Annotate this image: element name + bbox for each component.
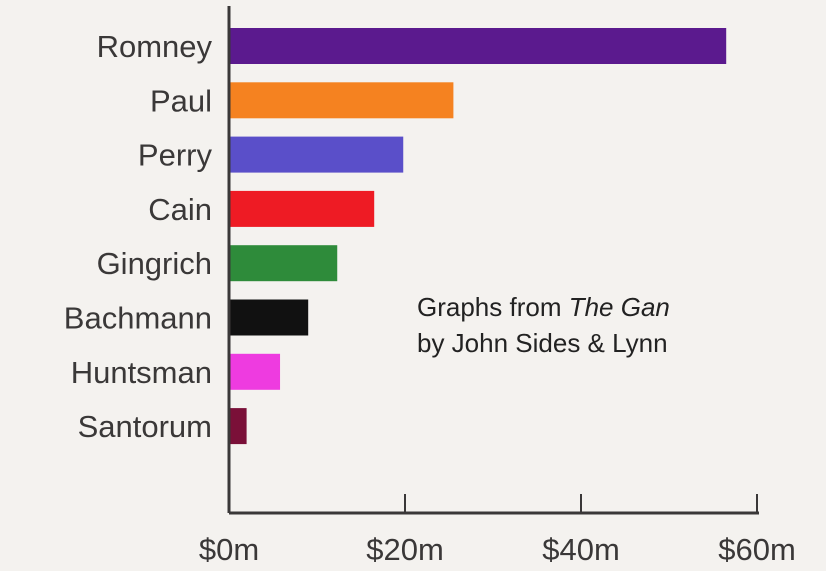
- category-labels: Romney Paul Perry Cain Gingrich Bachmann Hunts…: [64, 29, 213, 444]
- category-label-romney: Romney: [97, 29, 213, 64]
- x-tick-label: $60m: [718, 532, 796, 567]
- bar-perry: [229, 136, 404, 173]
- bar-gingrich: [229, 245, 338, 282]
- bar-romney: [229, 28, 727, 64]
- bar-huntsman: [229, 353, 281, 390]
- bar-santorum: [229, 408, 247, 445]
- category-label-cain: Cain: [148, 192, 212, 227]
- annotation-prefix: Graphs from: [417, 292, 569, 322]
- category-label-bachmann: Bachmann: [64, 301, 212, 336]
- category-label-perry: Perry: [138, 138, 213, 173]
- annotation-line-2: by John Sides & Lynn: [417, 328, 668, 358]
- bars: [229, 28, 727, 445]
- x-ticks: $0m $20m $40m $60m: [199, 494, 796, 567]
- bar-bachmann: [229, 299, 309, 336]
- x-tick-label: $0m: [199, 532, 259, 567]
- axes: [227, 6, 759, 515]
- x-tick-label: $20m: [366, 532, 444, 567]
- bar-cain: [229, 190, 375, 227]
- category-label-gingrich: Gingrich: [97, 246, 212, 281]
- category-label-huntsman: Huntsman: [71, 355, 212, 390]
- annotation-book-title: The Gan: [568, 292, 670, 322]
- category-label-santorum: Santorum: [78, 409, 212, 444]
- category-label-paul: Paul: [150, 83, 212, 118]
- bar-paul: [229, 82, 454, 119]
- x-tick-label: $40m: [542, 532, 620, 567]
- source-annotation: Graphs from The Gan by John Sides & Lynn: [417, 289, 670, 361]
- annotation-line-1: Graphs from The Gan: [417, 289, 670, 325]
